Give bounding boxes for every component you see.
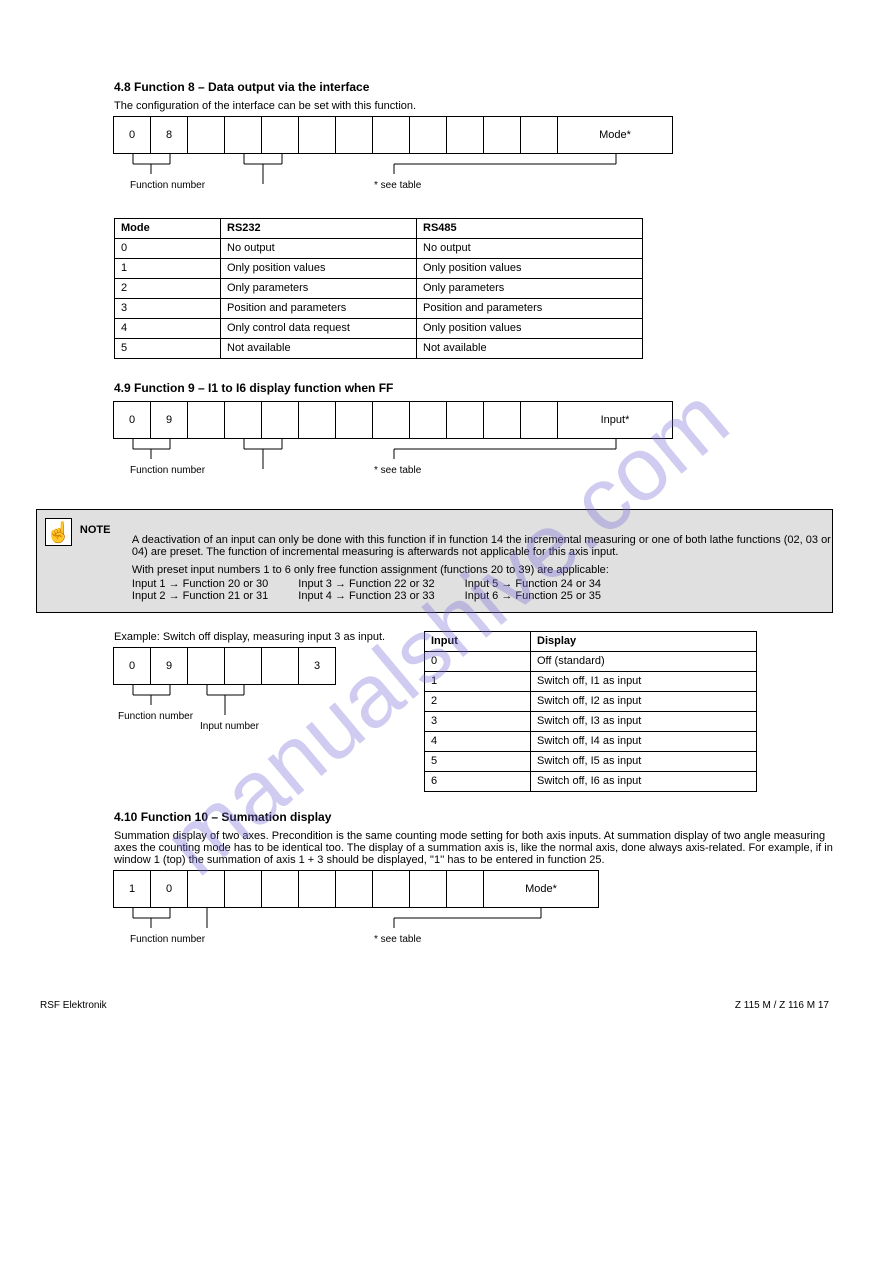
cell: 8 bbox=[150, 116, 188, 154]
cell: 1 bbox=[113, 870, 151, 908]
conn-label: * see table bbox=[374, 180, 421, 191]
table-row: 2Switch off, I2 as input bbox=[425, 692, 757, 712]
cell bbox=[446, 116, 484, 154]
conn-label: Input number bbox=[200, 721, 259, 732]
cell bbox=[224, 116, 262, 154]
note-list-item: Input 1 → Function 20 or 30 bbox=[132, 578, 268, 590]
table-row: 2Only parametersOnly parameters bbox=[115, 279, 643, 299]
footer-right: Z 115 M / Z 116 M 17 bbox=[735, 1000, 829, 1011]
sec1-connectors: Function number * see table bbox=[114, 154, 833, 212]
sec1-title: 4.8 Function 8 – Data output via the int… bbox=[114, 80, 833, 94]
conn-label: Function number bbox=[130, 465, 205, 476]
cell bbox=[298, 116, 336, 154]
note-list-item: Input 5 → Function 24 or 34 bbox=[465, 578, 601, 590]
cell bbox=[187, 401, 225, 439]
table-row: 1Switch off, I1 as input bbox=[425, 672, 757, 692]
conn-label: Function number bbox=[118, 711, 193, 722]
cell bbox=[520, 116, 558, 154]
note-list-item: Input 3 → Function 22 or 32 bbox=[298, 578, 434, 590]
table-row: 1Only position valuesOnly position value… bbox=[115, 259, 643, 279]
cell bbox=[335, 870, 373, 908]
table-mode-interface: ModeRS232RS485 0No outputNo output 1Only… bbox=[114, 218, 643, 359]
page-footer: RSF Elektronik Z 115 M / Z 116 M 17 bbox=[36, 1000, 833, 1011]
table-input-display: InputDisplay 0Off (standard) 1Switch off… bbox=[424, 631, 757, 792]
sec2-title: 4.9 Function 9 – I1 to I6 display functi… bbox=[114, 381, 833, 395]
note-desc: A deactivation of an input can only be d… bbox=[132, 534, 832, 558]
cell bbox=[298, 870, 336, 908]
cell bbox=[187, 647, 225, 685]
cell: 0 bbox=[113, 647, 151, 685]
cell bbox=[335, 401, 373, 439]
cell bbox=[483, 401, 521, 439]
note-list-intro: With preset input numbers 1 to 6 only fr… bbox=[132, 564, 832, 576]
cell bbox=[224, 401, 262, 439]
cell bbox=[483, 116, 521, 154]
cell bbox=[409, 401, 447, 439]
sec2-cells: 0 9 Input* bbox=[114, 401, 833, 439]
table-row: 6Switch off, I6 as input bbox=[425, 772, 757, 792]
sec1-cells: 0 8 Mode* bbox=[114, 116, 833, 154]
conn-label: Function number bbox=[130, 934, 205, 945]
cell-wide: Mode* bbox=[557, 116, 673, 154]
sec1-desc: The configuration of the interface can b… bbox=[114, 100, 833, 112]
sec2-connectors: Function number * see table bbox=[114, 439, 833, 497]
note-list-item: Input 2 → Function 21 or 31 bbox=[132, 590, 268, 602]
conn-label: * see table bbox=[374, 465, 421, 476]
table-row: 0Off (standard) bbox=[425, 652, 757, 672]
cell bbox=[409, 870, 447, 908]
note-box: ☝ NOTE A deactivation of an input can on… bbox=[36, 509, 833, 613]
row-cells-and-table: Example: Switch off display, measuring i… bbox=[114, 631, 833, 792]
table-row: 3Switch off, I3 as input bbox=[425, 712, 757, 732]
cell bbox=[372, 116, 410, 154]
note-list-item: Input 6 → Function 25 or 35 bbox=[465, 590, 601, 602]
cell bbox=[409, 116, 447, 154]
cell bbox=[335, 116, 373, 154]
cell bbox=[224, 647, 262, 685]
footer-left: RSF Elektronik bbox=[40, 1000, 107, 1011]
sec4-title: 4.10 Function 10 – Summation display bbox=[114, 810, 833, 824]
sec4-connectors: Function number * see table bbox=[114, 908, 833, 966]
table-row: InputDisplay bbox=[425, 632, 757, 652]
example-label: Example: Switch off display, measuring i… bbox=[114, 631, 414, 643]
cell bbox=[187, 870, 225, 908]
table-row: ModeRS232RS485 bbox=[115, 219, 643, 239]
conn-label: * see table bbox=[374, 934, 421, 945]
note-list-item: Input 4 → Function 23 or 33 bbox=[298, 590, 434, 602]
cell: 0 bbox=[150, 870, 188, 908]
cell: 0 bbox=[113, 401, 151, 439]
cell bbox=[261, 870, 299, 908]
sec4-desc: Summation display of two axes. Precondit… bbox=[114, 830, 833, 866]
cell: 0 bbox=[113, 116, 151, 154]
table-row: 4Only control data requestOnly position … bbox=[115, 319, 643, 339]
table-row: 5Not availableNot available bbox=[115, 339, 643, 359]
cell bbox=[446, 870, 484, 908]
cell bbox=[261, 401, 299, 439]
cell bbox=[261, 116, 299, 154]
table-row: 5Switch off, I5 as input bbox=[425, 752, 757, 772]
cell bbox=[224, 870, 262, 908]
cell bbox=[261, 647, 299, 685]
table-row: 3Position and parametersPosition and par… bbox=[115, 299, 643, 319]
cell: 9 bbox=[150, 647, 188, 685]
cell bbox=[520, 401, 558, 439]
conn-label: Function number bbox=[130, 180, 205, 191]
cell bbox=[372, 870, 410, 908]
cell: 3 bbox=[298, 647, 336, 685]
cell bbox=[372, 401, 410, 439]
table-row: 0No outputNo output bbox=[115, 239, 643, 259]
cell-wide: Input* bbox=[557, 401, 673, 439]
cell bbox=[187, 116, 225, 154]
cell: 9 bbox=[150, 401, 188, 439]
table-row: 4Switch off, I4 as input bbox=[425, 732, 757, 752]
note-icon: ☝ bbox=[45, 518, 72, 546]
cell-wide: Mode* bbox=[483, 870, 599, 908]
page: 4.8 Function 8 – Data output via the int… bbox=[0, 0, 893, 1051]
sec4-cells: 1 0 Mode* bbox=[114, 870, 833, 908]
cell bbox=[298, 401, 336, 439]
cell bbox=[446, 401, 484, 439]
